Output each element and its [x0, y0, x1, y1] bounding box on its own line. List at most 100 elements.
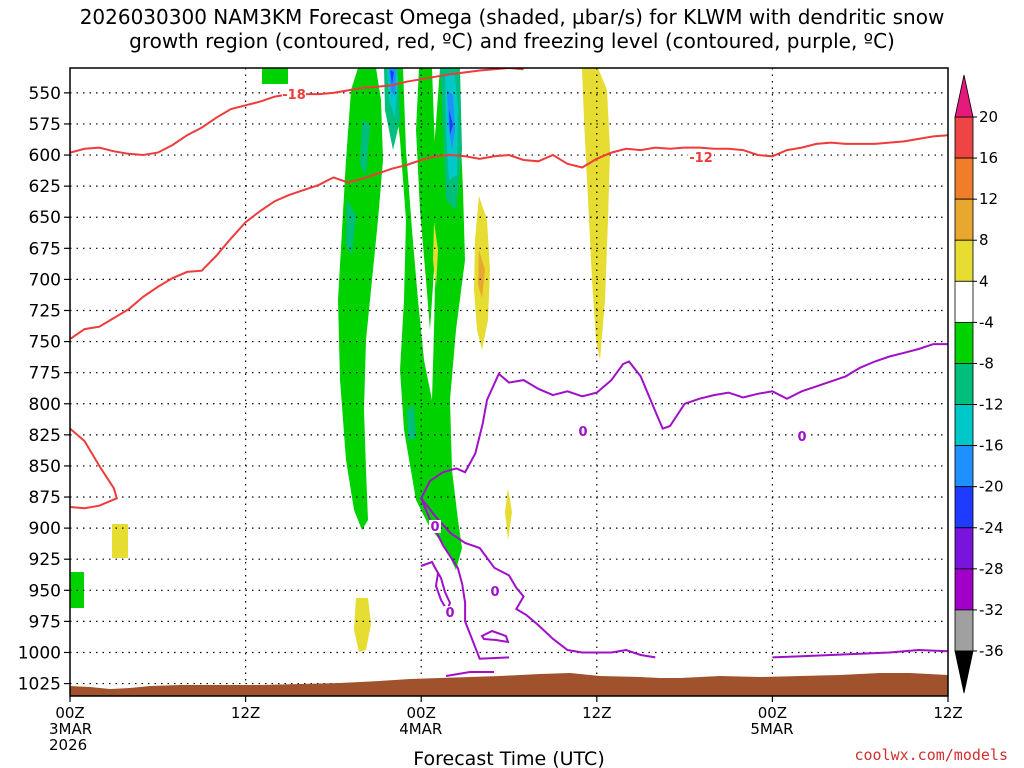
freezing-label-1: 0: [578, 425, 587, 440]
dgz-upper-label: -18: [282, 88, 306, 103]
freezing-label-4-bg: [444, 606, 456, 619]
contour-labels: -18 -12 0 0 0 0 0: [282, 88, 808, 621]
y-tick-label-725: 725: [29, 301, 61, 321]
freezing-level-loop-b: [480, 629, 510, 644]
colorbar-bin-7: [954, 404, 974, 447]
colorbar-label-6: -8: [979, 354, 994, 372]
colorbar-label-12: -32: [979, 601, 1004, 619]
omega-shade-yellow-lowleft: [112, 524, 128, 558]
y-tick-label-675: 675: [29, 239, 61, 259]
colorbar-bin-2: [954, 198, 974, 241]
contour-lines: [70, 68, 948, 677]
omega-shade-green-topleft: [262, 68, 288, 84]
freezing-label-3-bg: [489, 585, 501, 598]
freezing-level-loop-a: [420, 560, 452, 613]
omega-shade-yellow-thin: [433, 222, 438, 288]
chart-title-line-1: 2026030300 NAM3KM Forecast Omega (shaded…: [80, 5, 945, 29]
colorbar-label-13: -36: [979, 642, 1004, 660]
x-tick-label-0-1: 3MAR: [49, 720, 92, 738]
x-tick-label-5-0: 12Z: [933, 704, 962, 722]
y-tick-label-850: 850: [29, 457, 61, 477]
colorbar-label-1: 16: [979, 149, 998, 167]
x-axis-label: Forecast Time (UTC): [413, 748, 604, 768]
y-tick-label-650: 650: [29, 208, 61, 228]
omega-shade-green-mid: [416, 68, 436, 330]
colorbar-bin-6: [954, 363, 974, 405]
freezing-label-5: 0: [430, 520, 439, 535]
colorbar-label-2: 12: [979, 190, 998, 208]
colorbar-bin-9: [954, 486, 974, 529]
freezing-level-contour: [420, 343, 948, 660]
y-tick-label-825: 825: [29, 426, 61, 446]
x-tick-label-1-0: 12Z: [231, 704, 260, 722]
freezing-label-3: 0: [490, 585, 499, 600]
y-tick-label-625: 625: [29, 177, 61, 197]
freezing-level-lowlevel-contour: [420, 497, 656, 659]
x-tick-label-0-0: 00Z: [55, 704, 84, 722]
pressure-gridlines: [70, 92, 948, 685]
freezing-label-1-bg: [577, 425, 589, 438]
y-tick-label-975: 975: [29, 612, 61, 632]
freezing-label-2-bg: [796, 430, 808, 443]
terrain-surface: [70, 673, 948, 696]
y-tick-label-950: 950: [29, 581, 61, 601]
colorbar-label-7: -12: [979, 396, 1004, 414]
colorbar-label-0: 20: [979, 108, 998, 126]
chart-title-line-2: growth region (contoured, red, ºC) and f…: [129, 29, 895, 53]
y-tick-label-575: 575: [29, 115, 61, 135]
y-tick-label-550: 550: [29, 84, 61, 104]
omega-shade-yellow-column: [582, 68, 610, 360]
dgz-upper-label-bg: [282, 88, 306, 102]
dgz-lower-label: -12: [689, 151, 713, 166]
colorbar-label-9: -20: [979, 478, 1004, 496]
y-tick-label-800: 800: [29, 395, 61, 415]
y-tick-label-900: 900: [29, 519, 61, 539]
freezing-label-5-bg: [429, 520, 441, 533]
colorbar-bin-3: [954, 239, 974, 282]
colorbar-label-3: 8: [979, 231, 989, 249]
colorbar-label-5: -4: [979, 313, 994, 331]
omega-shade-orange-core: [478, 250, 485, 298]
x-tick-label-2-1: 4MAR: [399, 720, 442, 738]
x-tick-label-0-2: 2026: [49, 736, 87, 754]
colorbar-label-11: -28: [979, 560, 1004, 578]
dgz-lowlevel-contour: [70, 427, 119, 510]
freezing-label-4: 0: [445, 606, 454, 621]
colorbar-label-4: 4: [979, 272, 989, 290]
colorbar-bin-8: [954, 445, 974, 488]
colorbar-bin-5: [954, 321, 974, 364]
y-tick-label-600: 600: [29, 146, 61, 166]
colorbar: 20 16 12 8 4 -4 -8 -12 -16 -20 -24 -28 -32 -36: [954, 74, 1004, 694]
y-tick-label-1025: 1025: [18, 675, 61, 695]
y-tick-label-775: 775: [29, 364, 61, 384]
colorbar-bin-12: [954, 609, 974, 652]
omega-shade-yellow-small: [505, 488, 512, 540]
colorbar-bottom-arrow: [954, 650, 974, 694]
colorbar-bin-11: [954, 568, 974, 611]
colorbar-label-8: -16: [979, 437, 1004, 455]
y-axis: 550 575 600 625 650 675 700 725 750 775 800 825 850 8…: [18, 84, 70, 695]
x-tick-label-3-0: 12Z: [582, 704, 611, 722]
freezing-label-2: 0: [797, 430, 806, 445]
colorbar-top-arrow: [954, 74, 974, 118]
plot-frame: [69, 67, 949, 697]
y-tick-label-750: 750: [29, 333, 61, 353]
colorbar-bin-1: [954, 157, 974, 200]
y-tick-label-700: 700: [29, 270, 61, 290]
omega-shade-green-main: [338, 68, 383, 530]
colorbar-label-10: -24: [979, 519, 1004, 537]
freezing-level-surface-contour: [772, 648, 948, 659]
x-tick-label-4-0: 00Z: [758, 704, 787, 722]
time-gridlines: [245, 68, 774, 696]
plot-area: -18 -12 0 0 0 0 0: [70, 68, 948, 696]
x-tick-label-2-0: 00Z: [407, 704, 436, 722]
credit-text: coolwx.com/models: [854, 746, 1008, 764]
colorbar-bin-0: [954, 116, 974, 159]
y-tick-label-875: 875: [29, 488, 61, 508]
colorbar-bin-4: [954, 280, 974, 323]
omega-shade-blue: [389, 68, 455, 150]
x-tick-label-4-1: 5MAR: [750, 720, 793, 738]
y-tick-label-1000: 1000: [18, 643, 61, 663]
